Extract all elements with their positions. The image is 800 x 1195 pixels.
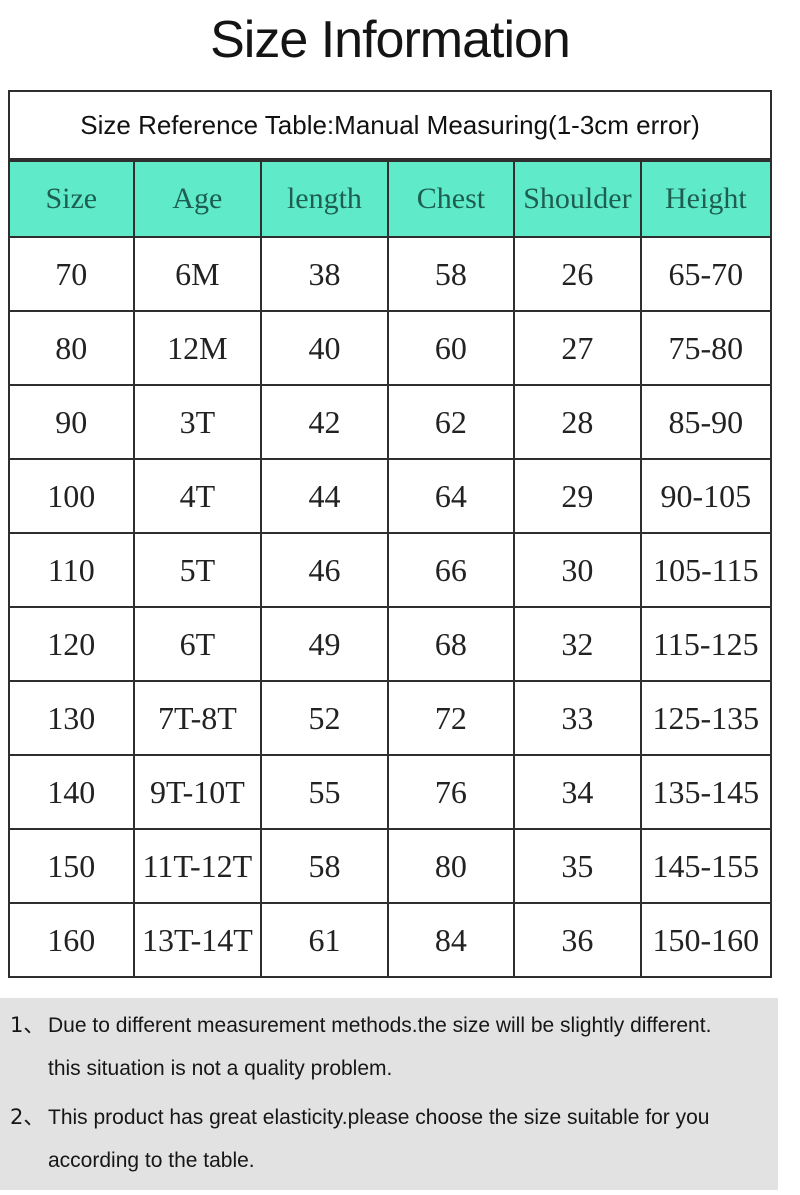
table-cell: 72 — [386, 680, 516, 756]
note-line: this situation is not a quality problem. — [48, 1057, 393, 1080]
table-row: 160 13T-14T 61 84 36 150-160 — [8, 902, 773, 978]
table-cell: 70 — [8, 236, 135, 312]
table-cell: 4T — [132, 458, 263, 534]
table-cell: 66 — [386, 532, 516, 608]
table-cell: 34 — [513, 754, 642, 830]
table-cell: 58 — [260, 828, 389, 904]
table-cell: 12M — [132, 310, 263, 386]
table-row: 70 6M 38 58 26 65-70 — [8, 236, 773, 312]
table-cell: 36 — [513, 902, 642, 978]
note-2-marker: 2、 — [10, 1105, 45, 1129]
table-cell: 13T-14T — [132, 902, 263, 978]
table-cell: 32 — [513, 606, 642, 682]
reference-box-text: Size Reference Table:Manual Measuring(1-… — [80, 109, 700, 140]
table-cell: 46 — [260, 532, 389, 608]
table-cell: 125-135 — [639, 680, 773, 756]
table-cell: 145-155 — [639, 828, 773, 904]
table-cell: 52 — [260, 680, 389, 756]
table-cell: 105-115 — [639, 532, 773, 608]
table-cell: 58 — [386, 236, 516, 312]
table-cell: 42 — [260, 384, 389, 460]
note-1-lines: Due to different measurement methods.the… — [48, 1004, 778, 1090]
column-header-shoulder: Shoulder — [513, 160, 642, 238]
note-2-lines: This product has great elasticity.please… — [48, 1096, 778, 1182]
table-cell: 29 — [513, 458, 642, 534]
table-cell: 100 — [8, 458, 135, 534]
table-cell: 26 — [513, 236, 642, 312]
table-row: 110 5T 46 66 30 105-115 — [8, 532, 773, 608]
table-cell: 85-90 — [639, 384, 773, 460]
table-cell: 84 — [386, 902, 516, 978]
table-cell: 40 — [260, 310, 389, 386]
table-cell: 120 — [8, 606, 135, 682]
note-line: Due to different measurement methods.the… — [48, 1014, 712, 1037]
note-line: according to the table. — [48, 1149, 255, 1172]
table-row: 130 7T-8T 52 72 33 125-135 — [8, 680, 773, 756]
table-cell: 6M — [132, 236, 263, 312]
table-row: 120 6T 49 68 32 115-125 — [8, 606, 773, 682]
table-row: 100 4T 44 64 29 90-105 — [8, 458, 773, 534]
note-1: 1、 Due to different measurement methods.… — [0, 1004, 778, 1090]
table-cell: 3T — [132, 384, 263, 460]
table-row: 150 11T-12T 58 80 35 145-155 — [8, 828, 773, 904]
table-row: 80 12M 40 60 27 75-80 — [8, 310, 773, 386]
table-cell: 62 — [386, 384, 516, 460]
table-cell: 44 — [260, 458, 389, 534]
table-cell: 33 — [513, 680, 642, 756]
column-header-length: length — [260, 160, 389, 238]
table-cell: 7T-8T — [132, 680, 263, 756]
table-cell: 30 — [513, 532, 642, 608]
table-cell: 130 — [8, 680, 135, 756]
table-cell: 11T-12T — [132, 828, 263, 904]
table-cell: 90-105 — [639, 458, 773, 534]
table-cell: 135-145 — [639, 754, 773, 830]
table-cell: 35 — [513, 828, 642, 904]
column-header-chest: Chest — [386, 160, 516, 238]
note-line: This product has great elasticity.please… — [48, 1106, 710, 1129]
column-header-height: Height — [639, 160, 773, 238]
table-cell: 38 — [260, 236, 389, 312]
table-cell: 65-70 — [639, 236, 773, 312]
column-header-age: Age — [132, 160, 263, 238]
table-cell: 140 — [8, 754, 135, 830]
table-cell: 90 — [8, 384, 135, 460]
table-cell: 76 — [386, 754, 516, 830]
table-cell: 49 — [260, 606, 389, 682]
table-cell: 27 — [513, 310, 642, 386]
notes-section: 1、 Due to different measurement methods.… — [0, 998, 778, 1190]
table-cell: 150 — [8, 828, 135, 904]
table-cell: 28 — [513, 384, 642, 460]
table-row: 140 9T-10T 55 76 34 135-145 — [8, 754, 773, 830]
column-header-size: Size — [8, 160, 135, 238]
page-title: Size Information — [210, 11, 571, 69]
table-cell: 9T-10T — [132, 754, 263, 830]
table-cell: 68 — [386, 606, 516, 682]
table-cell: 75-80 — [639, 310, 773, 386]
note-1-marker: 1、 — [10, 1013, 45, 1037]
table-cell: 150-160 — [639, 902, 773, 978]
table-cell: 64 — [386, 458, 516, 534]
table-cell: 160 — [8, 902, 135, 978]
table-cell: 60 — [386, 310, 516, 386]
table-cell: 115-125 — [639, 606, 773, 682]
note-2: 2、 This product has great elasticity.ple… — [0, 1096, 778, 1182]
table-cell: 110 — [8, 532, 135, 608]
table-cell: 80 — [8, 310, 135, 386]
table-cell: 6T — [132, 606, 263, 682]
table-cell: 5T — [132, 532, 263, 608]
table-cell: 80 — [386, 828, 516, 904]
table-row: 90 3T 42 62 28 85-90 — [8, 384, 773, 460]
reference-box: Size Reference Table:Manual Measuring(1-… — [8, 90, 772, 160]
table-cell: 61 — [260, 902, 389, 978]
size-table: Size Age length Chest Shoulder Height 70 6M 38 58… — [8, 160, 773, 978]
table-cell: 55 — [260, 754, 389, 830]
